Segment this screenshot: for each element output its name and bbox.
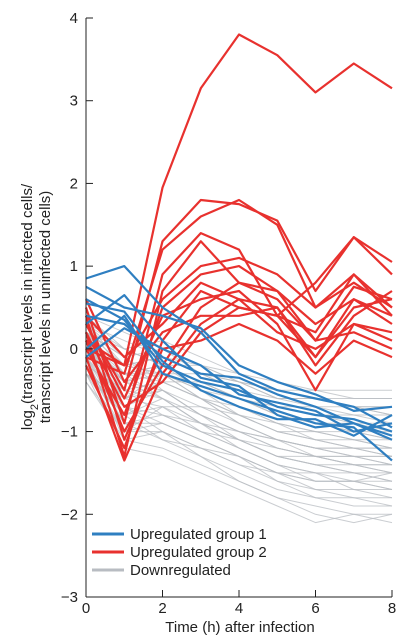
y-tick-label: 4 bbox=[70, 10, 78, 27]
y-ticks: 4 3 2 1 0 −1 −2 −3 bbox=[61, 10, 93, 606]
downregulated-line bbox=[85, 340, 393, 457]
upregulated-group-2-line bbox=[85, 198, 393, 392]
upregulated-group-2-line bbox=[85, 33, 393, 367]
x-tick-label: 2 bbox=[158, 600, 166, 617]
upregulated-group-2-line bbox=[85, 265, 393, 417]
downregulated-line bbox=[85, 331, 393, 490]
upregulated-group-2-line bbox=[85, 298, 393, 408]
x-tick-label: 8 bbox=[388, 600, 396, 617]
y-axis-title-line-2: transcript levels in uninfected cells) bbox=[37, 191, 54, 424]
legend-label: Upregulated group 1 bbox=[130, 526, 267, 543]
upregulated-group-2-series-lines bbox=[84, 33, 393, 462]
x-tick-label: 4 bbox=[235, 600, 243, 617]
y-tick-label: −2 bbox=[61, 506, 78, 523]
downregulated-line bbox=[85, 348, 392, 457]
upregulated-group-1-line bbox=[85, 294, 393, 437]
upregulated-group-2-line bbox=[84, 298, 393, 462]
upregulated-group-2-line bbox=[85, 198, 393, 375]
x-axis-title: Time (h) after infection bbox=[165, 619, 315, 636]
upregulated-group-1-line bbox=[85, 302, 393, 437]
downregulated-line bbox=[85, 356, 393, 524]
y-tick-label: 1 bbox=[70, 258, 78, 275]
upregulated-group-1-line bbox=[85, 265, 393, 429]
y-tick-label: 3 bbox=[70, 93, 78, 110]
y-tick-label: −3 bbox=[61, 589, 78, 606]
upregulated-group-1-series-lines bbox=[85, 265, 393, 462]
upregulated-group-2-line bbox=[85, 289, 393, 400]
legend-label: Upregulated group 2 bbox=[130, 544, 267, 561]
y-tick-label: 2 bbox=[70, 175, 78, 192]
y-tick-label: 0 bbox=[70, 341, 78, 358]
legend-label: Downregulated bbox=[130, 562, 231, 579]
y-axis-title-line-1: log2(transcript levels in infected cells… bbox=[19, 183, 41, 430]
upregulated-group-2-line bbox=[85, 256, 393, 367]
x-tick-label: 0 bbox=[82, 600, 90, 617]
y-tick-label: −1 bbox=[61, 424, 78, 441]
y-axis-title: log2(transcript levels in infected cells… bbox=[19, 183, 54, 430]
upregulated-group-2-line bbox=[84, 315, 393, 441]
downregulated-line bbox=[85, 373, 393, 524]
upregulated-group-2-line bbox=[84, 232, 393, 425]
x-tick-label: 6 bbox=[311, 600, 319, 617]
x-ticks: 0 2 4 6 8 bbox=[82, 590, 396, 617]
